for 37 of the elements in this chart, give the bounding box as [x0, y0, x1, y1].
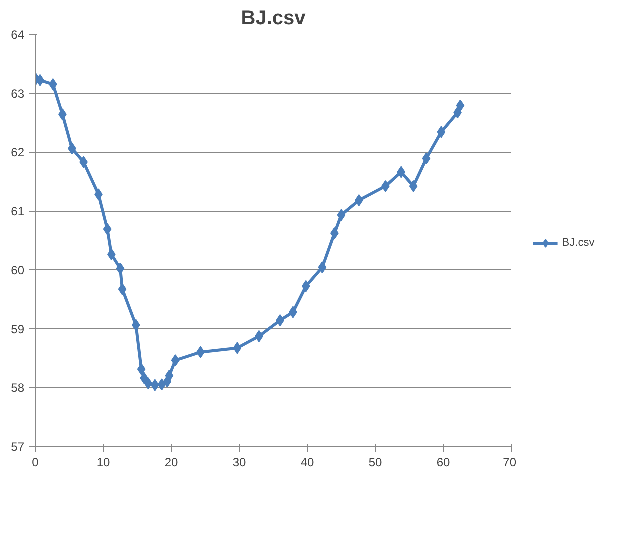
point	[422, 152, 431, 165]
x-tick-label: 60	[436, 456, 450, 470]
chart-title: BJ.csv	[241, 8, 307, 30]
y-tick-label: 61	[11, 204, 25, 219]
point	[171, 354, 180, 367]
y-tick-label: 64	[11, 28, 25, 42]
y-tick-label: 63	[11, 86, 25, 101]
point	[397, 166, 406, 178]
point	[233, 342, 242, 354]
point	[409, 180, 418, 192]
point	[103, 223, 112, 236]
point	[302, 280, 310, 292]
point	[118, 283, 127, 296]
x-tick-label: 40	[300, 456, 314, 470]
point	[144, 378, 153, 390]
y-tick-label: 62	[11, 146, 25, 160]
point	[456, 100, 465, 112]
x-tick-label: 0	[32, 456, 40, 470]
x-tick-label: 70	[503, 456, 517, 470]
point	[137, 363, 146, 376]
x-tick-label: 20	[164, 456, 178, 470]
x-tick-label: 50	[368, 456, 382, 470]
y-tick-label: 58	[11, 381, 25, 396]
point	[337, 209, 346, 222]
point	[116, 262, 125, 275]
point	[132, 319, 140, 332]
y-tick-label: 59	[11, 322, 25, 336]
point	[318, 262, 327, 274]
y-tick-label: 57	[11, 440, 25, 454]
y-tick-label: 60	[11, 263, 25, 278]
x-tick-label: 10	[96, 456, 110, 470]
point	[107, 248, 116, 261]
legend-label: BJ.csv	[562, 237, 595, 249]
point	[158, 378, 166, 391]
point	[165, 370, 174, 382]
x-tick-label: 30	[232, 456, 246, 470]
point	[437, 126, 446, 138]
